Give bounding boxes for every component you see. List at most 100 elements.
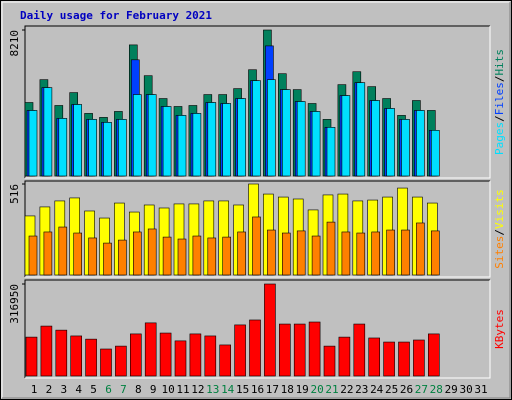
legend-separator: / bbox=[493, 76, 506, 83]
bar bbox=[430, 130, 440, 177]
x-tick-label: 23 bbox=[355, 383, 368, 396]
bar bbox=[413, 339, 425, 377]
panel-border-light bbox=[25, 26, 491, 179]
bar bbox=[28, 110, 38, 177]
bar bbox=[177, 115, 187, 177]
bar bbox=[162, 236, 172, 276]
chart-title: Daily usage for February 2021 bbox=[20, 9, 212, 22]
bar bbox=[219, 344, 231, 377]
x-tick-label: 8 bbox=[135, 383, 142, 396]
x-tick-label: 26 bbox=[400, 383, 413, 396]
bar bbox=[222, 236, 231, 276]
bar bbox=[177, 238, 187, 276]
x-tick-label: 7 bbox=[120, 383, 127, 396]
bar bbox=[192, 113, 202, 177]
bar bbox=[311, 235, 321, 276]
y-tick-label: 516 bbox=[8, 184, 21, 204]
bar bbox=[133, 231, 142, 276]
bar bbox=[308, 321, 321, 377]
legend-separator: / bbox=[493, 115, 506, 122]
bar bbox=[100, 348, 112, 377]
bar bbox=[115, 345, 127, 377]
bar bbox=[326, 127, 336, 177]
bar bbox=[293, 323, 306, 377]
x-tick-label: 6 bbox=[105, 383, 112, 396]
bar bbox=[174, 340, 187, 377]
x-tick-label: 15 bbox=[236, 383, 249, 396]
bar bbox=[430, 230, 440, 276]
bar bbox=[25, 336, 38, 377]
bar bbox=[368, 337, 381, 377]
x-tick-label: 20 bbox=[310, 383, 323, 396]
bar bbox=[386, 229, 395, 276]
bar bbox=[252, 216, 261, 276]
bar bbox=[398, 341, 410, 377]
legend-entry: Hits bbox=[493, 49, 506, 76]
x-tick-label: 13 bbox=[206, 383, 219, 396]
bar bbox=[207, 102, 217, 177]
panel-border-dark bbox=[24, 279, 490, 378]
bar bbox=[204, 335, 217, 377]
bar bbox=[222, 103, 231, 177]
x-tick-label: 1 bbox=[31, 383, 38, 396]
bar bbox=[323, 345, 336, 377]
bar bbox=[356, 82, 366, 177]
x-tick-label: 19 bbox=[296, 383, 309, 396]
bar bbox=[237, 231, 246, 276]
bar bbox=[55, 329, 68, 377]
bar bbox=[58, 226, 68, 276]
legend: Pages/Files/Hits bbox=[493, 49, 506, 155]
bar bbox=[43, 87, 53, 177]
bar bbox=[296, 101, 306, 177]
bar bbox=[70, 335, 82, 377]
bar bbox=[147, 94, 157, 177]
bar bbox=[118, 239, 127, 276]
bar bbox=[326, 221, 336, 276]
bar bbox=[130, 333, 142, 377]
x-tick-label: 21 bbox=[325, 383, 338, 396]
bar bbox=[386, 108, 395, 177]
x-tick-label: 16 bbox=[251, 383, 264, 396]
x-tick-label: 3 bbox=[60, 383, 67, 396]
bar bbox=[252, 80, 261, 177]
x-tick-label: 5 bbox=[90, 383, 97, 396]
bar bbox=[103, 122, 112, 177]
bar bbox=[147, 228, 157, 276]
x-tick-label: 17 bbox=[266, 383, 279, 396]
bar bbox=[85, 338, 97, 377]
legend-entry: KBytes bbox=[493, 309, 506, 349]
legend: KBytes bbox=[493, 309, 506, 349]
bar bbox=[264, 283, 276, 377]
legend-entry: Visits bbox=[493, 189, 506, 229]
bar bbox=[427, 333, 440, 377]
bar bbox=[133, 94, 142, 177]
bar bbox=[267, 79, 276, 177]
bar bbox=[189, 333, 202, 377]
legend: Sites/Visits bbox=[493, 189, 506, 269]
y-tick-label: 8210 bbox=[8, 30, 21, 57]
bar bbox=[401, 119, 410, 177]
x-tick-label: 14 bbox=[221, 383, 235, 396]
bar bbox=[341, 95, 351, 177]
bar bbox=[234, 324, 246, 377]
x-tick-label: 4 bbox=[75, 383, 82, 396]
bar bbox=[88, 237, 97, 276]
bar bbox=[58, 118, 68, 177]
bar bbox=[338, 336, 351, 377]
x-tick-label: 9 bbox=[150, 383, 157, 396]
x-tick-label: 27 bbox=[415, 383, 428, 396]
bar bbox=[88, 119, 97, 177]
legend-separator: / bbox=[493, 229, 506, 236]
bar bbox=[353, 323, 366, 377]
x-tick-label: 25 bbox=[385, 383, 398, 396]
bar bbox=[144, 322, 157, 377]
bar bbox=[103, 242, 112, 276]
bar bbox=[371, 100, 381, 177]
bar bbox=[249, 319, 261, 377]
bar bbox=[296, 230, 306, 276]
bar bbox=[281, 232, 291, 276]
bar bbox=[311, 111, 321, 177]
